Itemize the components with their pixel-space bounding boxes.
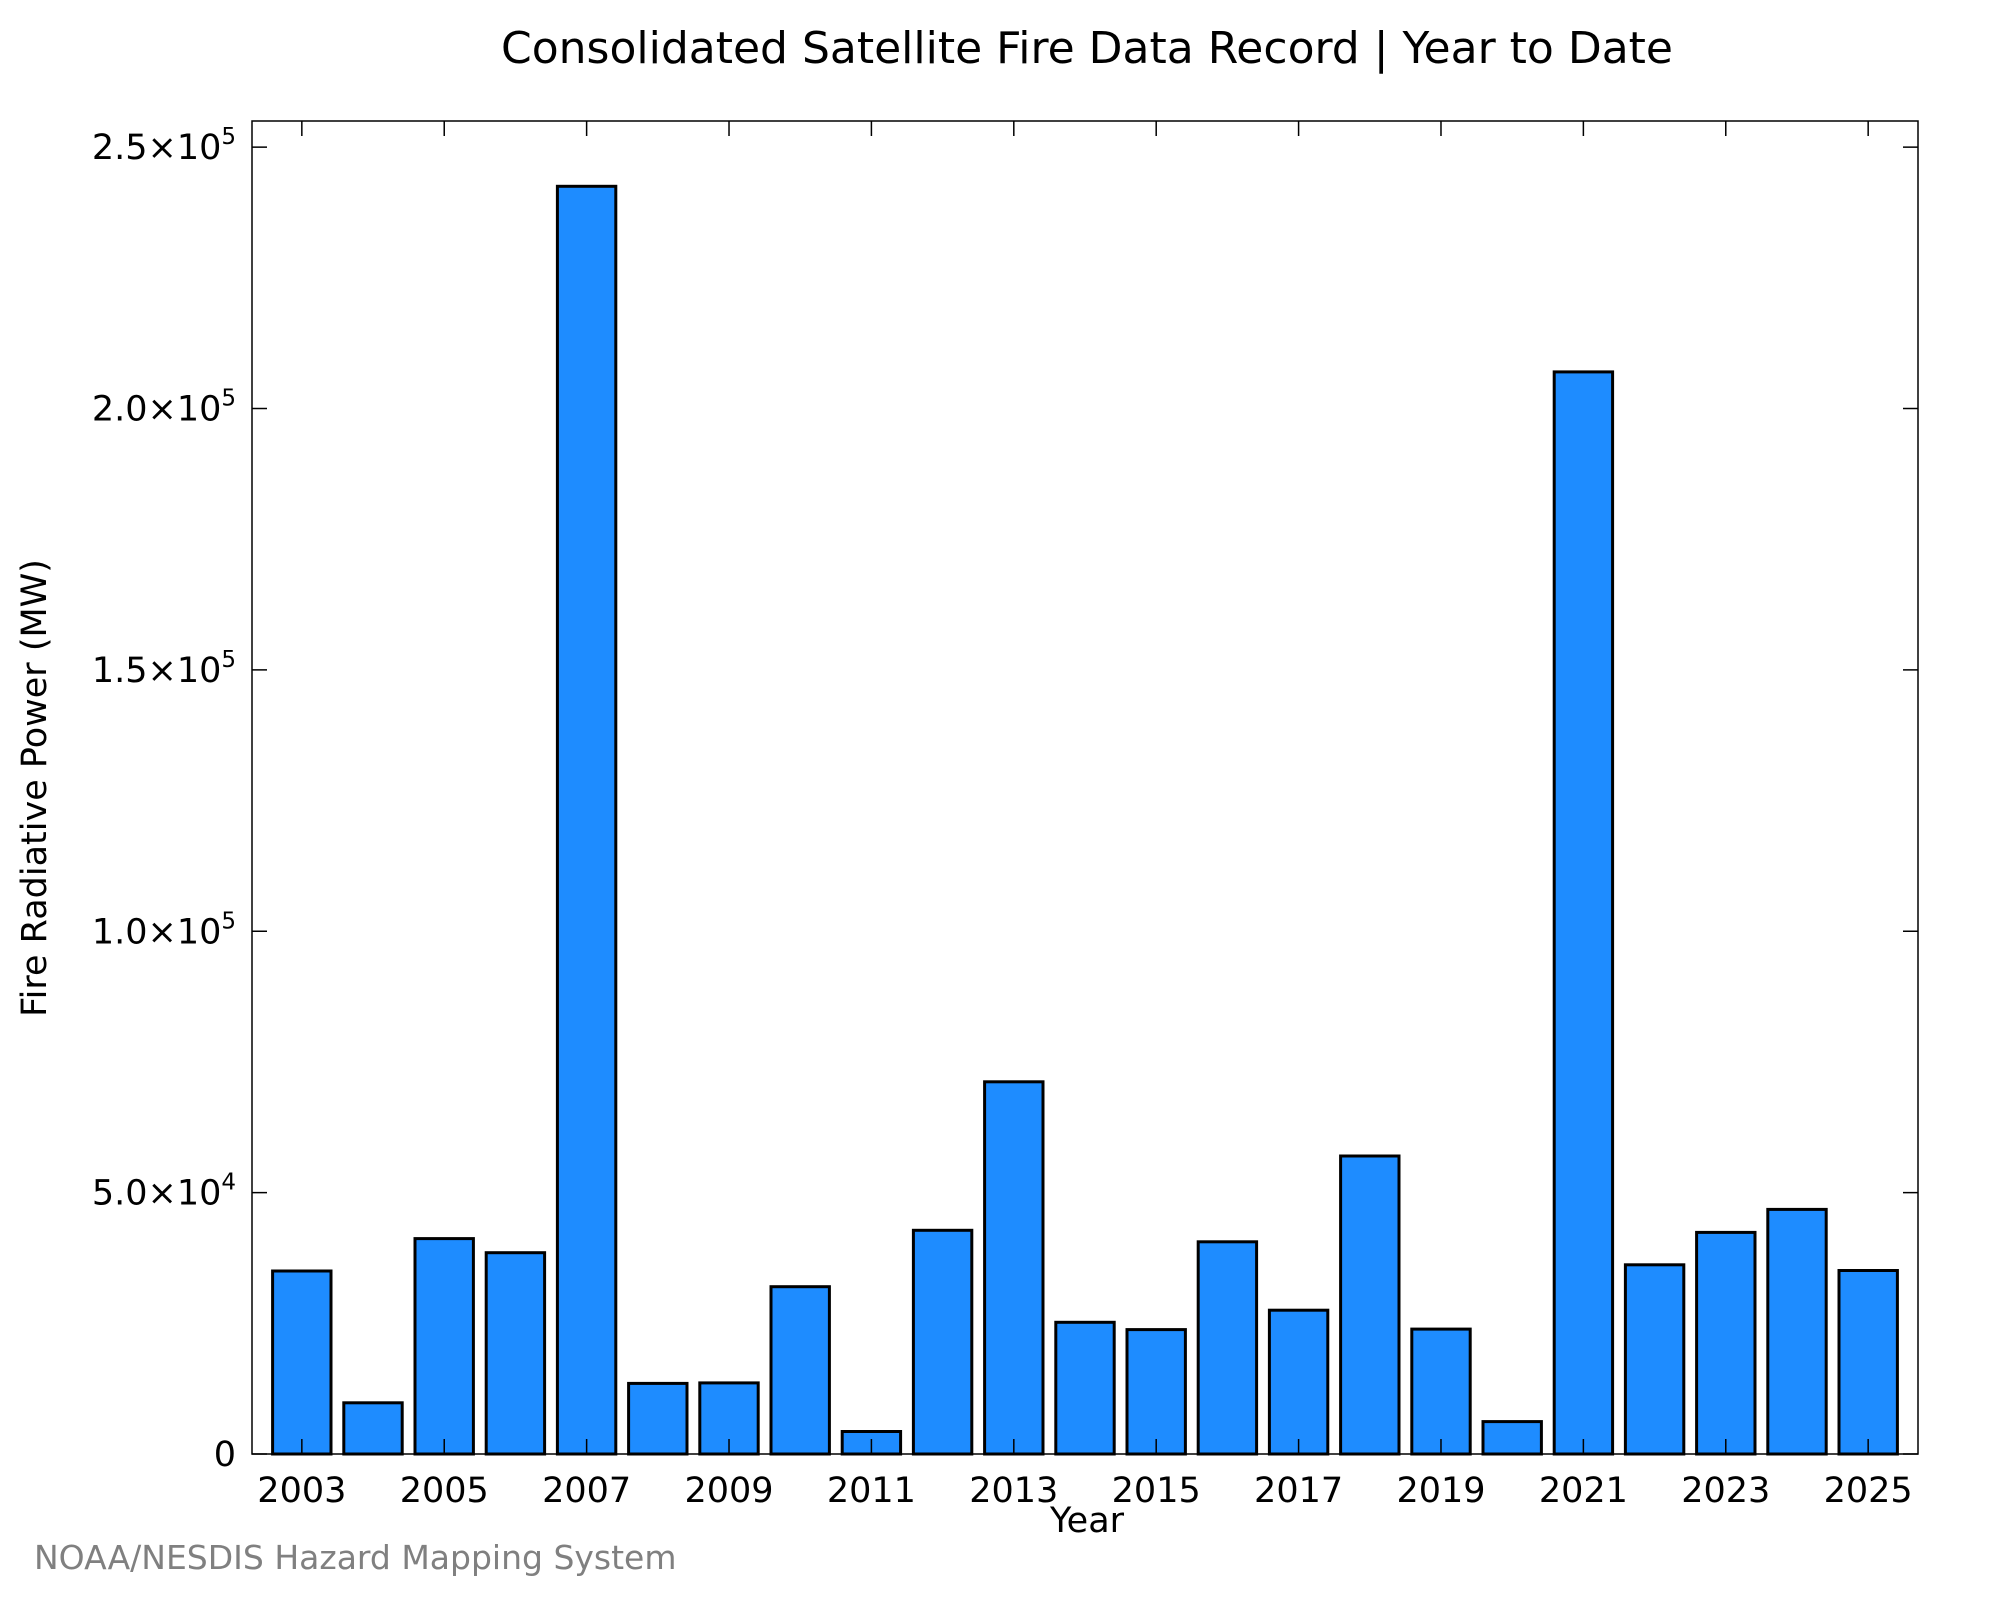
bars (271, 184, 1899, 1456)
bar-2019 (1410, 1327, 1472, 1456)
bar-2016 (1196, 1240, 1259, 1456)
bar-2006 (484, 1251, 547, 1456)
x-tick-label: 2009 (684, 1471, 773, 1511)
source-credit: NOAA/NESDIS Hazard Mapping System (34, 1538, 677, 1577)
x-tick-label: 2007 (542, 1471, 631, 1511)
x-tick-label: 2005 (400, 1471, 489, 1511)
bar-2008 (627, 1381, 689, 1456)
bar-2024 (1766, 1207, 1828, 1456)
x-tick-label: 2025 (1824, 1471, 1913, 1511)
x-tick-label: 2019 (1396, 1471, 1485, 1511)
bar-2012 (911, 1228, 974, 1456)
x-tick-label: 2013 (969, 1471, 1058, 1511)
y-tick-label: 0 (214, 1435, 236, 1475)
bar-2015 (1125, 1328, 1187, 1456)
bar-2022 (1623, 1263, 1686, 1456)
bar-2004 (342, 1401, 404, 1456)
bar-2014 (1054, 1320, 1116, 1456)
bar-2023 (1695, 1230, 1757, 1456)
chart-title: Consolidated Satellite Fire Data Record … (501, 23, 1673, 74)
y-axis-label: Fire Radiative Power (MW) (15, 559, 55, 1017)
y-tick-label: 2.0×105 (92, 386, 236, 430)
bar-2005 (413, 1237, 475, 1456)
bar-2007 (555, 184, 618, 1456)
x-tick-label: 2003 (257, 1471, 346, 1511)
x-axis-label: Year (1049, 1501, 1125, 1541)
y-tick-label: 1.0×105 (92, 908, 236, 952)
bar-2020 (1481, 1420, 1543, 1456)
bar-2018 (1339, 1154, 1401, 1456)
x-tick-label: 2017 (1254, 1471, 1343, 1511)
y-tick-label: 5.0×104 (92, 1170, 236, 1214)
y-tick-label: 2.5×105 (92, 124, 236, 168)
bar-2021 (1552, 370, 1615, 1456)
x-tick-label: 2023 (1681, 1471, 1770, 1511)
plot-frame (251, 120, 1919, 1455)
bar-2025 (1837, 1269, 1899, 1456)
y-tick-label: 1.5×105 (92, 647, 236, 691)
axis-ticks: 2003 2005 2007 2009 2011 2013 2015 2017 2019 2021… (92, 121, 1918, 1511)
bar-2013 (983, 1080, 1045, 1456)
bar-2017 (1267, 1308, 1330, 1456)
x-tick-label: 2015 (1112, 1471, 1201, 1511)
bar-2010 (769, 1285, 831, 1456)
bar-2003 (271, 1269, 333, 1456)
x-tick-label: 2011 (827, 1471, 916, 1511)
x-tick-label: 2021 (1539, 1471, 1628, 1511)
